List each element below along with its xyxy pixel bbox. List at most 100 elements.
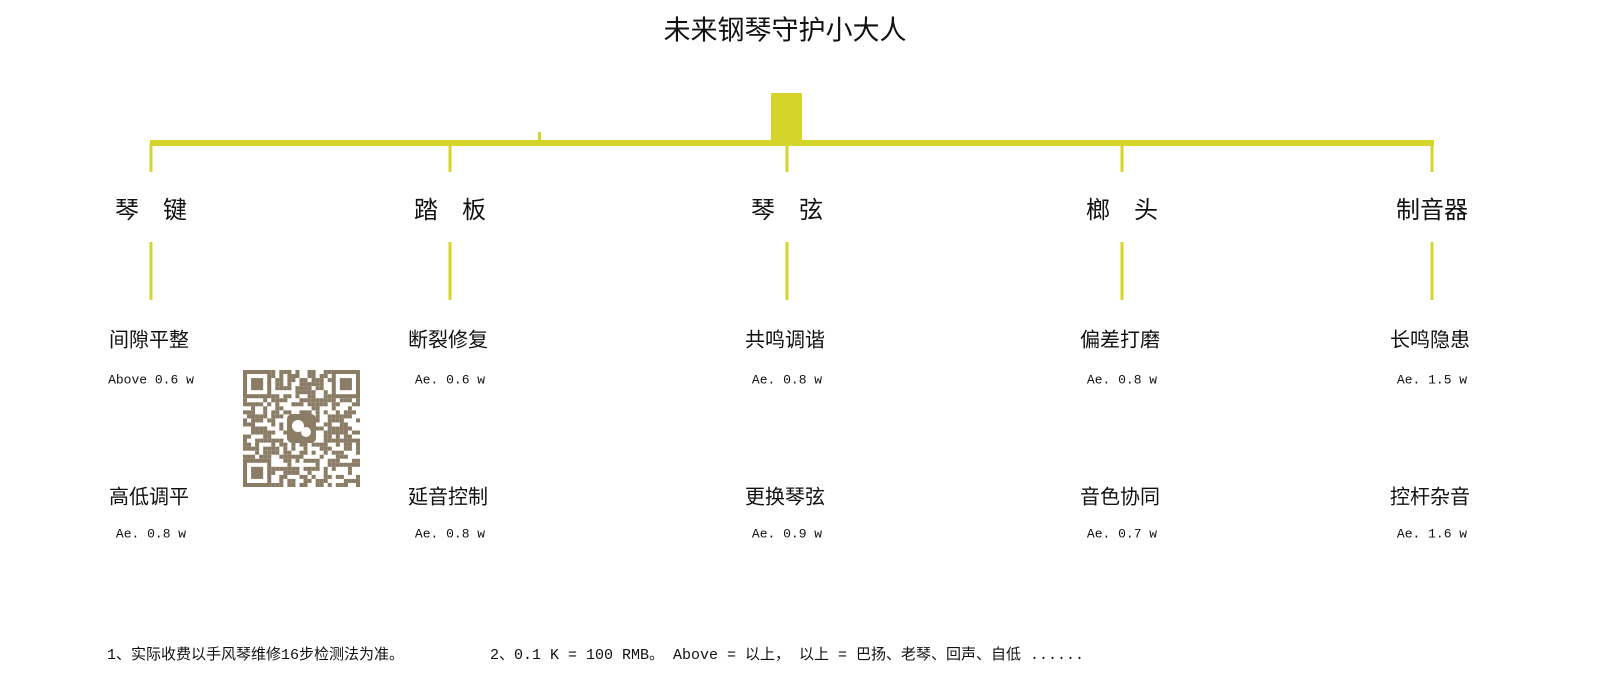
qr-cell bbox=[343, 430, 348, 435]
qr-cell bbox=[287, 374, 292, 379]
qr-cell bbox=[331, 438, 336, 443]
qr-cell bbox=[347, 442, 352, 447]
column-header: 制音器 bbox=[1396, 196, 1468, 224]
qr-cell bbox=[291, 470, 296, 475]
qr-cell bbox=[327, 378, 332, 383]
qr-cell bbox=[307, 382, 312, 387]
qr-cell bbox=[327, 474, 332, 479]
qr-cell bbox=[247, 454, 252, 459]
qr-cell bbox=[279, 454, 284, 459]
qr-cell bbox=[319, 402, 324, 407]
item-name: 断裂修复 bbox=[408, 328, 488, 352]
qr-cell bbox=[295, 454, 300, 459]
qr-cell bbox=[259, 438, 264, 443]
qr-cell bbox=[327, 394, 332, 399]
qr-cell bbox=[355, 398, 360, 403]
qr-cell bbox=[347, 426, 352, 431]
qr-cell bbox=[355, 418, 360, 423]
qr-cell bbox=[327, 414, 332, 419]
qr-cell bbox=[319, 386, 324, 391]
qr-cell bbox=[279, 378, 284, 383]
qr-cell bbox=[319, 382, 324, 387]
qr-cell bbox=[283, 394, 288, 399]
qr-cell bbox=[347, 406, 352, 411]
qr-cell bbox=[243, 438, 248, 443]
qr-cell bbox=[255, 402, 260, 407]
qr-cell bbox=[295, 466, 300, 471]
qr-cell bbox=[351, 410, 356, 415]
qr-cell bbox=[307, 458, 312, 463]
qr-cell bbox=[327, 434, 332, 439]
qr-cell bbox=[311, 474, 316, 479]
qr-cell bbox=[323, 470, 328, 475]
qr-finder bbox=[331, 370, 360, 399]
qr-cell bbox=[279, 466, 284, 471]
qr-cell bbox=[267, 450, 272, 455]
item-name: 间隙平整 bbox=[109, 328, 189, 352]
qr-cell bbox=[279, 422, 284, 427]
qr-cell bbox=[263, 438, 268, 443]
item-price: Ae. 0.8 w bbox=[415, 526, 485, 541]
qr-cell bbox=[295, 458, 300, 463]
qr-cell bbox=[307, 466, 312, 471]
qr-cell bbox=[315, 406, 320, 411]
qr-cell bbox=[311, 442, 316, 447]
qr-cell bbox=[299, 390, 304, 395]
qr-cell bbox=[335, 414, 340, 419]
qr-cell bbox=[307, 394, 312, 399]
qr-cell bbox=[291, 378, 296, 383]
qr-cell bbox=[267, 454, 272, 459]
qr-cell bbox=[323, 410, 328, 415]
qr-cell bbox=[279, 482, 284, 487]
qr-cell bbox=[323, 446, 328, 451]
qr-cell bbox=[287, 410, 292, 415]
qr-cell bbox=[279, 382, 284, 387]
qr-cell bbox=[347, 398, 352, 403]
qr-cell bbox=[299, 378, 304, 383]
qr-cell bbox=[307, 390, 312, 395]
qr-cell bbox=[343, 442, 348, 447]
item-price: Ae. 0.8 w bbox=[1087, 372, 1157, 387]
qr-cell bbox=[315, 442, 320, 447]
qr-cell bbox=[343, 414, 348, 419]
qr-cell bbox=[243, 398, 248, 403]
qr-cell bbox=[275, 438, 280, 443]
qr-cell bbox=[303, 478, 308, 483]
qr-cell bbox=[295, 374, 300, 379]
qr-cell bbox=[303, 450, 308, 455]
item-name: 长鸣隐患 bbox=[1390, 328, 1470, 352]
qr-cell bbox=[287, 482, 292, 487]
qr-cell bbox=[331, 398, 336, 403]
qr-cell bbox=[311, 394, 316, 399]
qr-cell bbox=[335, 434, 340, 439]
qr-cell bbox=[347, 446, 352, 451]
item-name: 共鸣调谐 bbox=[745, 328, 825, 352]
qr-cell bbox=[275, 414, 280, 419]
qr-cell bbox=[283, 454, 288, 459]
qr-cell bbox=[303, 474, 308, 479]
qr-cell bbox=[251, 410, 256, 415]
qr-cell bbox=[255, 430, 260, 435]
qr-finder bbox=[243, 458, 272, 487]
qr-cell bbox=[311, 378, 316, 383]
qr-cell bbox=[347, 478, 352, 483]
qr-cell bbox=[307, 478, 312, 483]
qr-cell bbox=[327, 438, 332, 443]
qr-cell bbox=[343, 398, 348, 403]
qr-cell bbox=[327, 426, 332, 431]
qr-cell bbox=[243, 434, 248, 439]
qr-cell bbox=[347, 414, 352, 419]
qr-cell bbox=[263, 414, 268, 419]
qr-cell bbox=[243, 422, 248, 427]
qr-cell bbox=[335, 438, 340, 443]
column-header: 琴 键 bbox=[115, 196, 187, 224]
qr-cell bbox=[247, 414, 252, 419]
qr-cell bbox=[343, 482, 348, 487]
qr-finder bbox=[251, 466, 264, 479]
qr-cell bbox=[315, 386, 320, 391]
qr-cell bbox=[263, 426, 268, 431]
qr-cell bbox=[247, 410, 252, 415]
qr-cell bbox=[271, 442, 276, 447]
qr-cell bbox=[315, 382, 320, 387]
qr-cell bbox=[315, 426, 320, 431]
